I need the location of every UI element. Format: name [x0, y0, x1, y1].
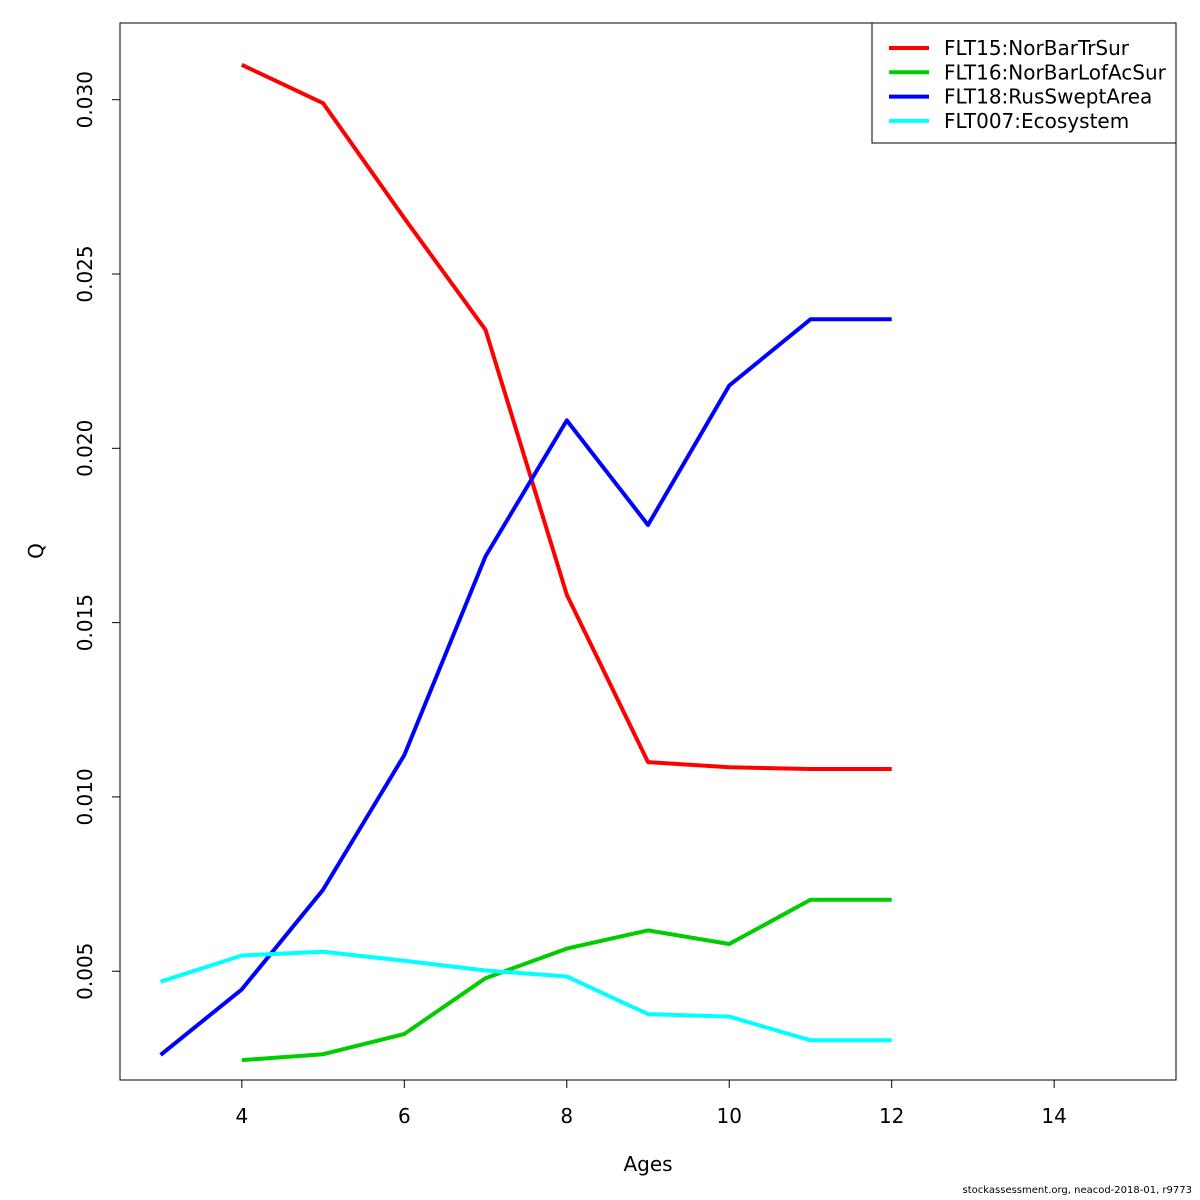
x-axis: 4 6 8 10 12 14	[235, 1079, 1067, 1128]
series-layer	[159, 62, 892, 1063]
x-tick-label: 6	[398, 1104, 411, 1128]
legend-label: FLT16:NorBarLofAcSur	[944, 60, 1167, 84]
legend: FLT15:NorBarTrSurFLT16:NorBarLofAcSurFLT…	[871, 22, 1177, 144]
x-tick-label: 8	[560, 1104, 573, 1128]
legend-label: FLT18:RusSweptArea	[944, 85, 1152, 109]
x-tick-label: 12	[879, 1104, 904, 1128]
series-line	[240, 62, 892, 771]
y-axis-label: Q	[24, 543, 48, 559]
x-axis-label: Ages	[623, 1152, 672, 1176]
legend-label: FLT15:NorBarTrSur	[944, 36, 1130, 60]
y-tick-label: 0.005	[73, 943, 97, 1000]
y-tick-label: 0.010	[73, 768, 97, 825]
x-tick-label: 14	[1041, 1104, 1066, 1128]
y-tick-label: 0.020	[73, 420, 97, 477]
series-line	[159, 317, 892, 1057]
plot-frame	[119, 22, 1177, 1081]
x-tick-label: 4	[235, 1104, 248, 1128]
y-tick-label: 0.030	[73, 71, 97, 128]
credit-text: stockassessment.org, neacod-2018-01, r97…	[962, 1185, 1192, 1196]
series-line	[159, 949, 892, 1043]
x-tick-label: 10	[717, 1104, 742, 1128]
y-tick-label: 0.025	[73, 245, 97, 302]
series-line	[241, 897, 892, 1063]
y-axis: 0.005 0.010 0.015 0.020 0.025 0.030	[73, 71, 121, 1000]
legend-label: FLT007:Ecosystem	[944, 109, 1129, 133]
legend-box	[871, 22, 1177, 144]
y-tick-label: 0.015	[73, 594, 97, 651]
